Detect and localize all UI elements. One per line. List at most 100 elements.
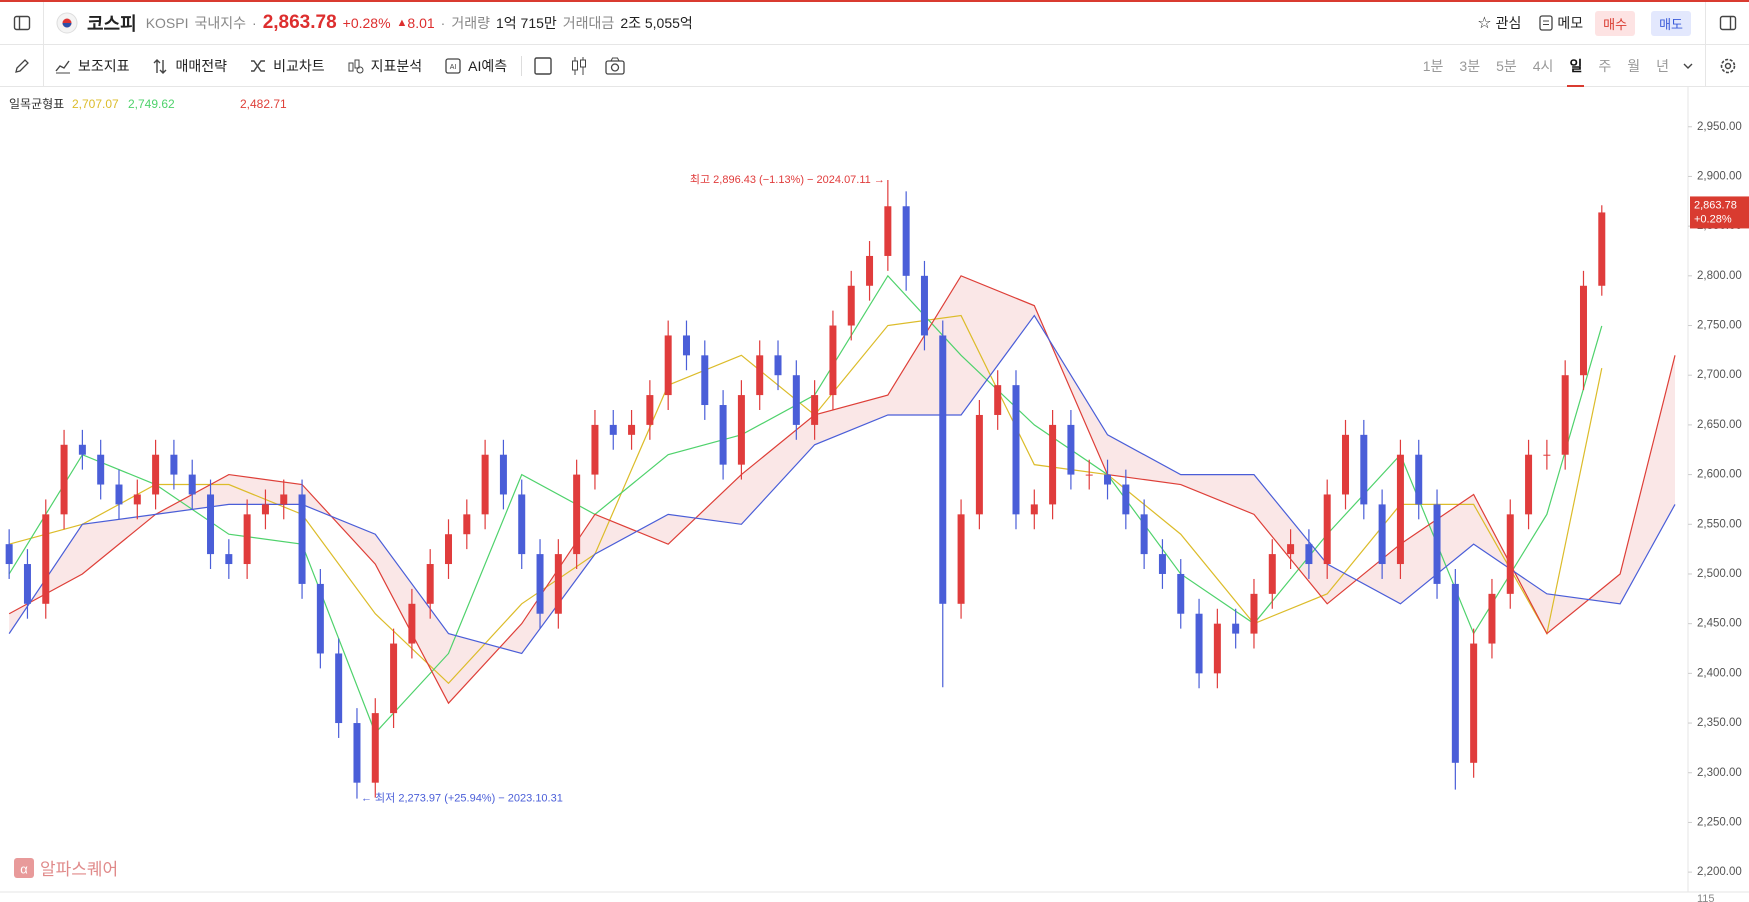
candle-body: [207, 494, 215, 555]
watermark: α 알파스퀘어: [14, 855, 118, 880]
candle-body: [756, 355, 764, 396]
price-tag: [1690, 196, 1749, 229]
candle-body: [866, 255, 874, 286]
indicator-value: 2,749.62: [128, 97, 175, 111]
candle-body: [884, 206, 892, 256]
candle-body: [97, 454, 105, 485]
y-tick-label: 2,450.00: [1697, 618, 1742, 630]
candle-body: [1067, 424, 1075, 475]
ichimoku-cloud: [9, 275, 1676, 704]
candle-body: [1287, 544, 1295, 555]
tool-button[interactable]: 매매전략: [152, 56, 228, 76]
candle-body: [445, 534, 453, 565]
period-more[interactable]: [1681, 59, 1695, 73]
indicator-value: 2,707.07: [72, 97, 119, 111]
candle-body: [115, 484, 123, 505]
candle-body: [1250, 593, 1258, 634]
candle-body: [811, 395, 819, 425]
candle-icon[interactable]: [568, 55, 590, 77]
tool-button[interactable]: 비교차트: [249, 56, 325, 76]
candle-body: [1451, 583, 1459, 763]
candle-body: [1543, 454, 1551, 456]
candle-body: [243, 514, 251, 565]
sell-button[interactable]: 매도: [1651, 10, 1691, 36]
indicator-name: 일목균형표: [9, 97, 64, 111]
tool-button[interactable]: 보조지표: [54, 56, 130, 76]
tool-button[interactable]: AI AI예측: [444, 56, 507, 76]
candle-body: [152, 454, 160, 495]
candle-body: [1012, 385, 1020, 515]
candle-body: [298, 494, 306, 584]
candle-body: [408, 603, 416, 644]
candle-body: [719, 405, 727, 465]
y-tick-label: 2,350.00: [1697, 717, 1742, 729]
tool-label: 매매전략: [175, 57, 228, 74]
candle-body: [664, 335, 672, 396]
camera-icon[interactable]: [604, 55, 626, 77]
candle-body: [188, 474, 196, 495]
y-tick-label: 2,600.00: [1697, 469, 1742, 481]
candle-body: [920, 275, 928, 336]
candle-body: [1195, 613, 1203, 674]
tool-group: 보조지표 매매전략 비교차트 지표분석 AI AI예측: [44, 56, 507, 76]
tool-icon: [153, 58, 167, 74]
candle-body: [280, 494, 288, 505]
candle-body: [591, 424, 599, 475]
y-tick-label: 2,700.00: [1697, 369, 1742, 381]
tool-label: 지표분석: [370, 57, 423, 74]
memo-button[interactable]: 메모: [1539, 13, 1583, 33]
candle-body: [1305, 544, 1313, 565]
watermark-text: 알파스퀘어: [40, 860, 119, 879]
layout-icon[interactable]: [532, 55, 554, 77]
candle-body: [701, 355, 709, 406]
candle-body: [499, 454, 507, 495]
panel-toggle[interactable]: [1705, 2, 1749, 44]
candle-body: [536, 554, 544, 614]
period-button[interactable]: 주: [1598, 57, 1612, 74]
candle-body: [78, 444, 86, 455]
buy-button[interactable]: 매수: [1595, 10, 1636, 36]
period-button[interactable]: 3분: [1459, 57, 1481, 74]
tool-icon: AI: [445, 57, 461, 74]
candle-body: [1177, 573, 1185, 614]
candle-body: [902, 206, 910, 276]
y-tick-label: 2,200.00: [1697, 866, 1742, 878]
settings[interactable]: [1705, 45, 1749, 86]
candle-body: [1488, 593, 1496, 644]
period-button[interactable]: 월: [1627, 57, 1641, 74]
candle-body: [60, 444, 68, 515]
y-tick-label: 2,650.00: [1697, 419, 1742, 431]
candle-body: [133, 494, 141, 505]
candle-body: [481, 454, 489, 515]
watch-button[interactable]: ☆ 관심: [1477, 15, 1522, 32]
tool-icon: [251, 59, 266, 72]
price: 2,863.78: [262, 12, 337, 33]
sidebar-toggle[interactable]: [0, 2, 44, 44]
watch-label: 관심: [1495, 15, 1522, 31]
candle-body: [1104, 474, 1112, 485]
period-button[interactable]: 년: [1656, 57, 1669, 74]
candle-body: [1049, 424, 1057, 505]
period-button[interactable]: 일: [1567, 45, 1585, 87]
period-button[interactable]: 5분: [1496, 57, 1517, 74]
candle-body: [1158, 554, 1166, 574]
y-tick-label: 2,400.00: [1697, 667, 1742, 679]
candle-body: [1140, 514, 1148, 555]
period-button[interactable]: 1분: [1422, 57, 1444, 74]
memo-label: 메모: [1557, 15, 1584, 31]
candle-body: [957, 514, 965, 604]
period-button[interactable]: 4시: [1532, 57, 1554, 74]
y-tick-label: 2,300.00: [1697, 767, 1742, 779]
candle-body: [1561, 375, 1569, 455]
candle-body: [1122, 484, 1130, 515]
candle-body: [994, 385, 1002, 415]
price-tag-value: 2,863.78: [1694, 199, 1737, 211]
candle-body: [829, 325, 837, 396]
candle-body: [1232, 623, 1240, 634]
draw-tool[interactable]: [0, 45, 44, 86]
candle-body: [737, 395, 745, 465]
tool-button[interactable]: 지표분석: [347, 56, 423, 76]
indicator-line: [8, 314, 1676, 655]
candle-body: [1323, 494, 1331, 565]
